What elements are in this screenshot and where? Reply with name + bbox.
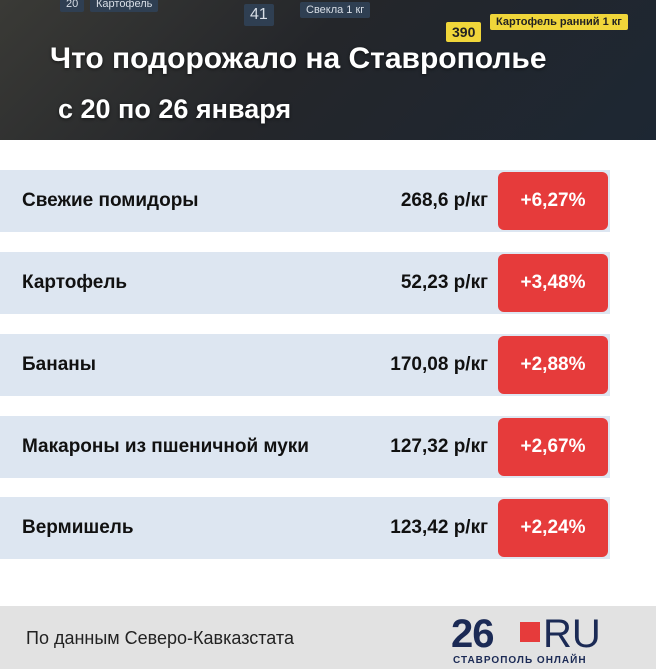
photo-tag: 41: [244, 4, 274, 26]
photo-tag: 390: [446, 22, 482, 42]
photo-tag: Картофель ранний 1 кг: [490, 14, 628, 30]
price: 123,42 р/кг: [390, 517, 488, 538]
header: 20 Картофель 41 Свекла 1 кг 390 Картофел…: [0, 0, 656, 140]
photo-tag: 20: [60, 0, 85, 12]
photo-tag: Картофель: [90, 0, 159, 12]
product-name: Макароны из пшеничной муки: [22, 436, 309, 457]
table-row: Картофель 52,23 р/кг +3,48%: [0, 252, 610, 314]
price: 127,32 р/кг: [390, 436, 488, 457]
price-change: +6,27%: [498, 172, 608, 230]
price-change: +2,88%: [498, 336, 608, 394]
price-change: +2,67%: [498, 418, 608, 476]
price: 268,6 р/кг: [400, 190, 488, 211]
table-row: Вермишель 123,42 р/кг +2,24%: [0, 497, 610, 559]
price-change: +2,24%: [498, 499, 608, 557]
price: 52,23 р/кг: [400, 272, 488, 293]
logo-square: [520, 622, 540, 642]
table-row: Бананы 170,08 р/кг +2,88%: [0, 334, 610, 396]
table-row: Макароны из пшеничной муки 127,32 р/кг +2,…: [0, 416, 610, 478]
logo-domain: RU: [543, 612, 601, 656]
price-change: +3,48%: [498, 254, 608, 312]
photo-tag: Свекла 1 кг: [300, 2, 371, 18]
product-name: Свежие помидоры: [22, 190, 199, 211]
table-row: Свежие помидоры 268,6 р/кг +6,27%: [0, 170, 610, 232]
logo-number: 26: [451, 612, 494, 656]
product-name: Бананы: [22, 354, 96, 375]
source: По данным Северо-Кавказстата: [26, 628, 294, 648]
title: Что подорожало на Ставрополье: [50, 42, 547, 75]
subtitle: с 20 по 26 января: [58, 94, 292, 124]
footer: По данным Северо-Кавказстата 26 RU СТАВР…: [0, 606, 656, 669]
product-name: Вермишель: [22, 517, 134, 538]
product-name: Картофель: [22, 272, 128, 293]
logo-caption: СТАВРОПОЛЬ ОНЛАЙН: [453, 655, 587, 666]
price: 170,08 р/кг: [390, 354, 488, 375]
